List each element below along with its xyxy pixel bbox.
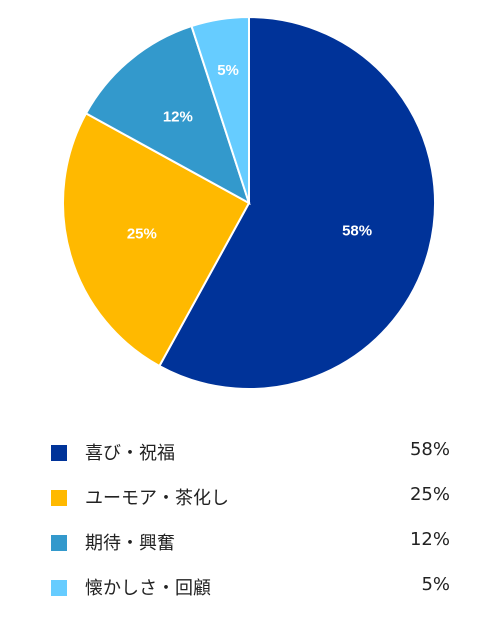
legend-value: 58% xyxy=(409,439,450,460)
legend-value: 5% xyxy=(421,574,450,595)
legend-item[interactable]: ユーモア・茶化し 25% xyxy=(0,475,495,520)
legend-item[interactable]: 喜び・祝福 58% xyxy=(0,430,495,475)
slice-value-label-1: 58% xyxy=(342,222,372,239)
legend: 喜び・祝福 58% ユーモア・茶化し 25% 期待・興奮 12% 懐かしさ・回顧 5% xyxy=(0,430,495,610)
pie-slice-1[interactable] xyxy=(158,15,436,390)
legend-label: 懐かしさ・回顧 xyxy=(85,578,211,599)
legend-value: 25% xyxy=(409,484,450,505)
legend-label: 喜び・祝福 xyxy=(85,443,175,464)
pie-slice-4[interactable] xyxy=(190,15,250,204)
legend-label: ユーモア・茶化し xyxy=(85,488,229,509)
slice-value-label-3: 12% xyxy=(163,109,193,126)
pie-slice-3[interactable] xyxy=(84,24,251,206)
pie-svg: 58% 25% 12% 5% xyxy=(62,15,436,390)
pie-slice-labels: 58% 25% 12% 5% xyxy=(127,62,372,242)
pie-slice-2[interactable] xyxy=(62,112,251,368)
legend-swatch xyxy=(51,580,67,596)
pie-slices xyxy=(62,15,436,390)
legend-label: 期待・興奮 xyxy=(85,533,175,554)
legend-value: 12% xyxy=(409,529,450,550)
legend-item[interactable]: 期待・興奮 12% xyxy=(0,520,495,565)
legend-swatch xyxy=(51,490,67,506)
slice-value-label-2: 25% xyxy=(127,226,157,243)
legend-swatch xyxy=(51,445,67,461)
pie-chart: 58% 25% 12% 5% xyxy=(62,15,436,390)
legend-swatch xyxy=(51,535,67,551)
slice-value-label-4: 5% xyxy=(217,62,239,79)
legend-item[interactable]: 懐かしさ・回顧 5% xyxy=(0,565,495,610)
